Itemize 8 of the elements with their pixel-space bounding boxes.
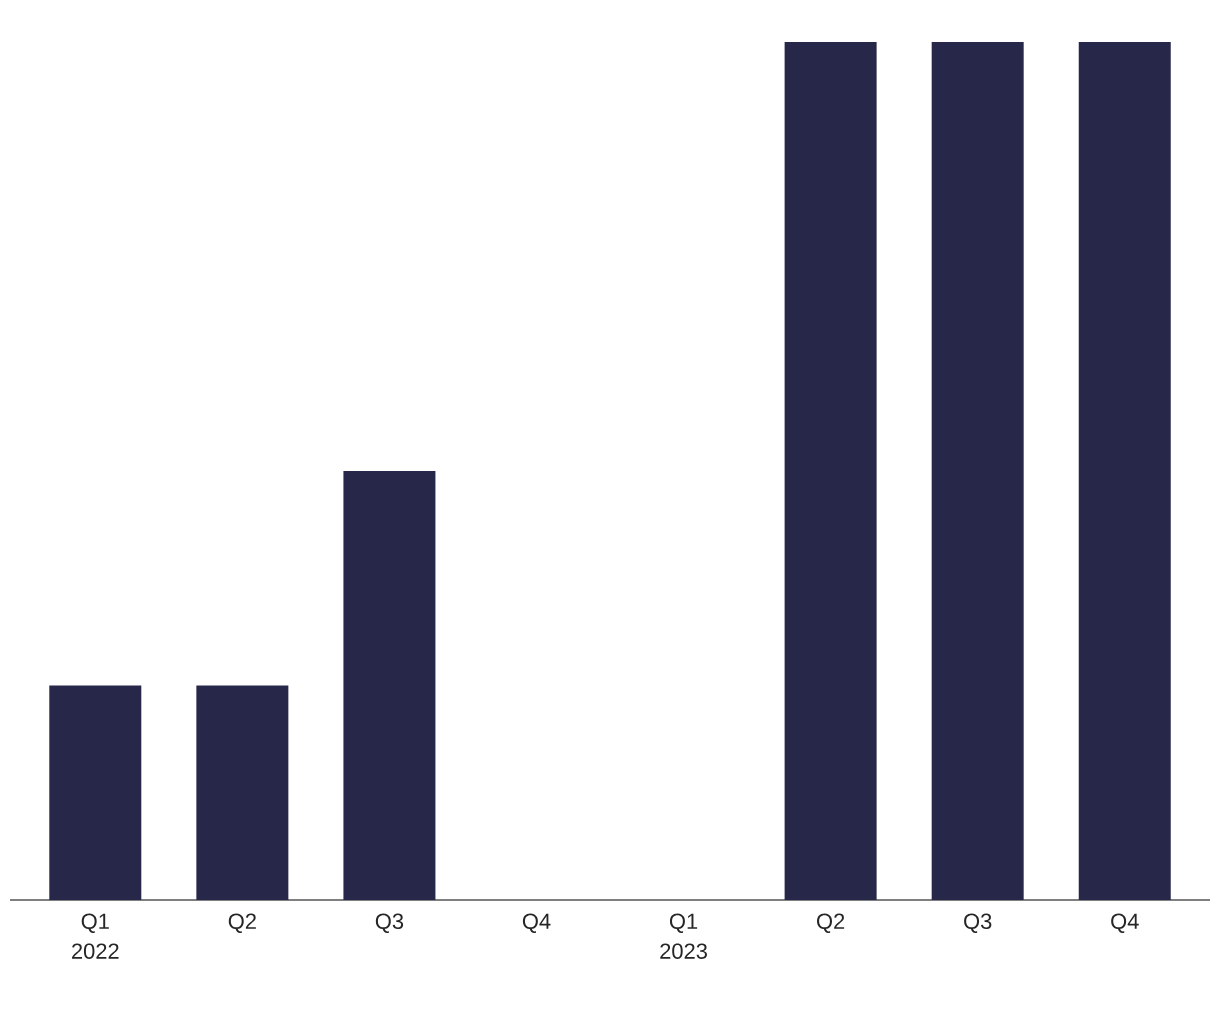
x-tick-label: Q1 2023 xyxy=(660,913,707,959)
x-tick-label: Q4 xyxy=(522,913,551,933)
x-tick-label: Q1 2022 xyxy=(72,913,119,959)
x-tick-label: Q4 xyxy=(1111,913,1139,933)
x-tick-label: Q3 xyxy=(964,913,992,933)
x-tick-label: Q3 xyxy=(375,913,404,933)
x-tick-label: Q2 xyxy=(817,913,845,933)
x-tick-label: Q2 xyxy=(228,913,256,933)
